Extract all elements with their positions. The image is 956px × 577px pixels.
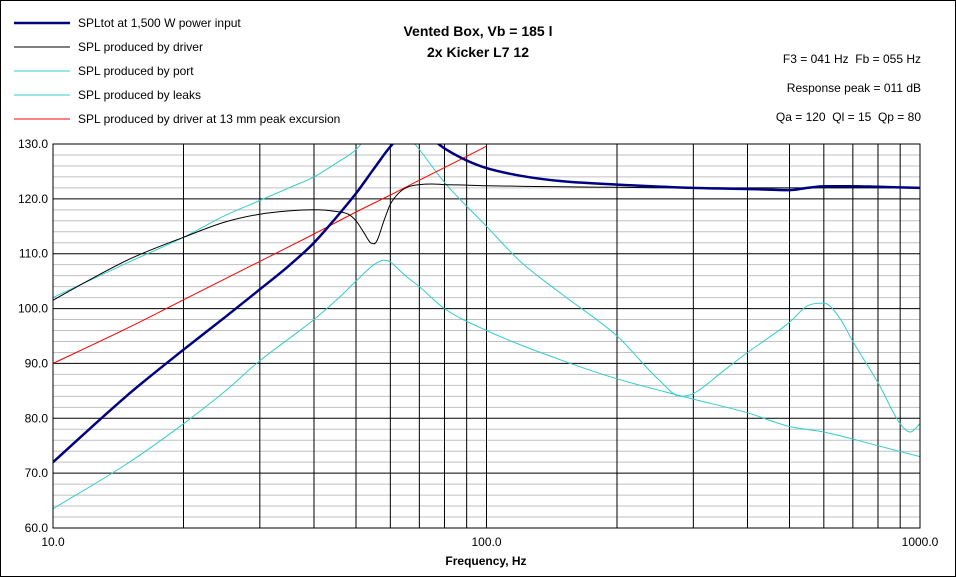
plot-border: [52, 143, 921, 529]
series-line-1: [53, 144, 920, 464]
series-line-5: [53, 145, 487, 364]
x-tick-label: 1000.0: [902, 535, 939, 549]
legend-entry: SPLtot at 1,500 W power input: [78, 16, 241, 30]
series-group: [53, 144, 920, 510]
series-line-4: [53, 259, 920, 510]
y-tick-label: 100.0: [18, 302, 48, 316]
chart-subtitle: 2x Kicker L7 12: [427, 44, 529, 60]
legend-entry: SPL produced by leaks: [78, 88, 201, 102]
y-tick-label: 110.0: [19, 247, 48, 261]
series-line-3: [53, 144, 920, 433]
tick-labels: 60.0 70.0 80.0 90.0 100.0 110.0 120.0 130.0 10.0…: [18, 137, 939, 549]
y-tick-label: 90.0: [25, 356, 49, 370]
series-line-2: [53, 183, 920, 301]
legend-entry: SPL produced by driver: [78, 40, 203, 54]
y-tick-label: 80.0: [25, 411, 49, 425]
annotation-text: Response peak = 011 dB: [787, 81, 921, 95]
y-tick-label: 70.0: [25, 466, 49, 480]
legend-entry: SPL produced by port: [78, 64, 194, 78]
legend-entry: SPL produced by driver at 13 mm peak exc…: [78, 112, 340, 126]
y-tick-label: 60.0: [25, 521, 49, 535]
legend: SPLtot at 1,500 W power input SPL produce…: [14, 16, 340, 126]
y-tick-label: 130.0: [18, 137, 48, 151]
annotation-text: F3 = 041 Hz Fb = 055 Hz: [783, 52, 921, 66]
y-tick-label: 120.0: [18, 192, 48, 206]
chart-title: Vented Box, Vb = 185 l: [403, 23, 552, 39]
x-tick-label: 100.0: [471, 535, 501, 549]
x-axis-label: Frequency, Hz: [445, 554, 526, 568]
x-tick-label: 10.0: [41, 535, 65, 549]
annotations: F3 = 041 Hz Fb = 055 Hz Response peak = 0…: [776, 52, 921, 124]
grid: [53, 143, 920, 529]
annotation-text: Qa = 120 Ql = 15 Qp = 80: [776, 110, 921, 124]
